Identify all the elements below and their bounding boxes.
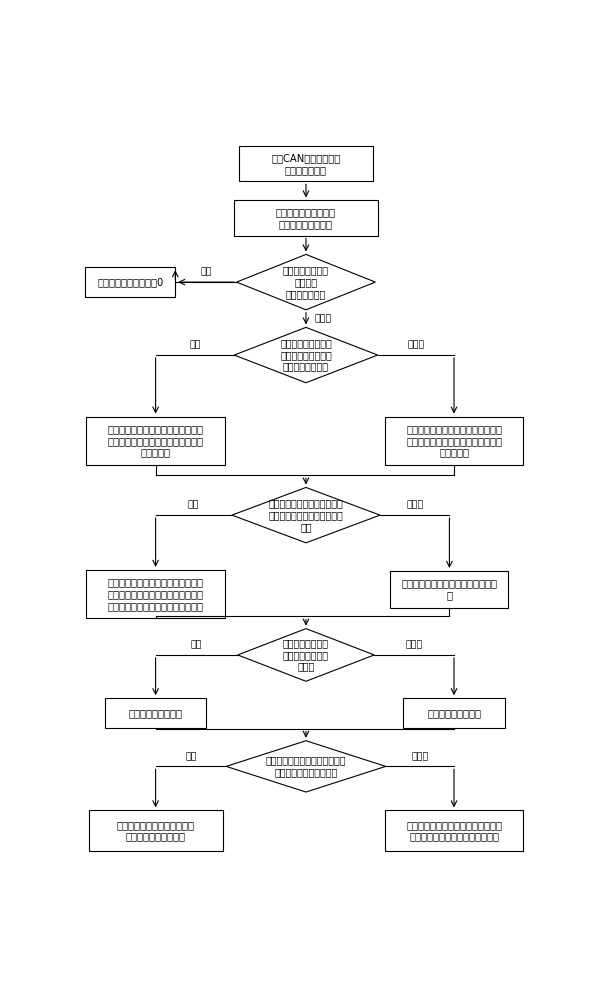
Text: 超过: 超过 xyxy=(200,268,212,277)
FancyBboxPatch shape xyxy=(86,417,225,465)
Text: 电机处于滑移状态：电机实际转速减
去电机预期转速后除以电机预期转速
得到滑移率: 电机处于滑移状态：电机实际转速减 去电机预期转速后除以电机预期转速 得到滑移率 xyxy=(406,424,502,457)
Text: 不超过: 不超过 xyxy=(405,641,423,650)
FancyBboxPatch shape xyxy=(85,267,176,297)
FancyBboxPatch shape xyxy=(88,810,223,851)
Polygon shape xyxy=(236,254,376,310)
Text: 判新电机实际转速
是否超过
电机转速限制值: 判新电机实际转速 是否超过 电机转速限制值 xyxy=(283,266,329,299)
Text: 不大于: 不大于 xyxy=(407,341,424,350)
FancyBboxPatch shape xyxy=(86,570,225,618)
Text: 判断响应转速目标对应的需求转
矩是否超过转矩响应限制: 判断响应转速目标对应的需求转 矩是否超过转矩响应限制 xyxy=(266,756,346,777)
Text: 响应电机转速限制值: 响应电机转速限制值 xyxy=(128,708,183,718)
FancyBboxPatch shape xyxy=(390,571,509,608)
Text: 不超过: 不超过 xyxy=(411,752,429,761)
FancyBboxPatch shape xyxy=(384,417,524,465)
Text: 电机转矩限制值设置为0: 电机转矩限制值设置为0 xyxy=(97,277,163,287)
FancyBboxPatch shape xyxy=(384,810,524,851)
Text: 通过霍变信号采集两个
轮端的电机实际转速: 通过霍变信号采集两个 轮端的电机实际转速 xyxy=(276,207,336,229)
Text: 响应电机转速目标值: 响应电机转速目标值 xyxy=(427,708,481,718)
Text: 判断电机预期转速与电机实际
转速的差值是否大于转速斜坡
要求: 判断电机预期转速与电机实际 转速的差值是否大于转速斜坡 要求 xyxy=(269,499,343,532)
Polygon shape xyxy=(234,327,378,383)
Text: 对于每个轮端，判断
电机预期转速是否大
于电机实际转速时: 对于每个轮端，判断 电机预期转速是否大 于电机实际转速时 xyxy=(280,338,332,372)
Text: 以需求响应限制作为执行值，
需求响应限制为标定值: 以需求响应限制作为执行值， 需求响应限制为标定值 xyxy=(116,820,195,841)
Text: 电机处于滑转状态：电机预期转速减
去电机实际转速后除以电机预期转速
得到滑转率: 电机处于滑转状态：电机预期转速减 去电机实际转速后除以电机预期转速 得到滑转率 xyxy=(107,424,204,457)
Text: 未超过: 未超过 xyxy=(314,314,331,323)
Text: 更新电机预期转速为电机的转速目标
值: 更新电机预期转速为电机的转速目标 值 xyxy=(401,579,497,600)
Polygon shape xyxy=(238,629,374,681)
FancyBboxPatch shape xyxy=(234,200,378,235)
FancyBboxPatch shape xyxy=(239,146,373,181)
Text: 超过: 超过 xyxy=(191,641,202,650)
Text: 大于: 大于 xyxy=(189,341,201,350)
Text: 大于: 大于 xyxy=(188,501,199,510)
FancyBboxPatch shape xyxy=(104,698,207,728)
Text: 超过: 超过 xyxy=(185,752,196,761)
Text: 不大于: 不大于 xyxy=(406,501,423,510)
Text: 通过CAN接收两个轮端
的电机预期转速: 通过CAN接收两个轮端 的电机预期转速 xyxy=(272,153,340,175)
Text: 根据电机预期转速和电机实际转速的
插值更新轮端的转速目标值，单次更
新调整的上下限受转速斜坡的限制，: 根据电机预期转速和电机实际转速的 插值更新轮端的转速目标值，单次更 新调整的上下… xyxy=(107,578,204,611)
Polygon shape xyxy=(226,741,386,792)
Polygon shape xyxy=(232,487,380,543)
Text: 以响应电机目标转速对应的需求转矩
为执行值，需求响应限制为标定值: 以响应电机目标转速对应的需求转矩 为执行值，需求响应限制为标定值 xyxy=(406,820,502,841)
Text: 判断电机目标转速
是否超过电机转速
限制值: 判断电机目标转速 是否超过电机转速 限制值 xyxy=(283,638,329,672)
FancyBboxPatch shape xyxy=(403,698,505,728)
